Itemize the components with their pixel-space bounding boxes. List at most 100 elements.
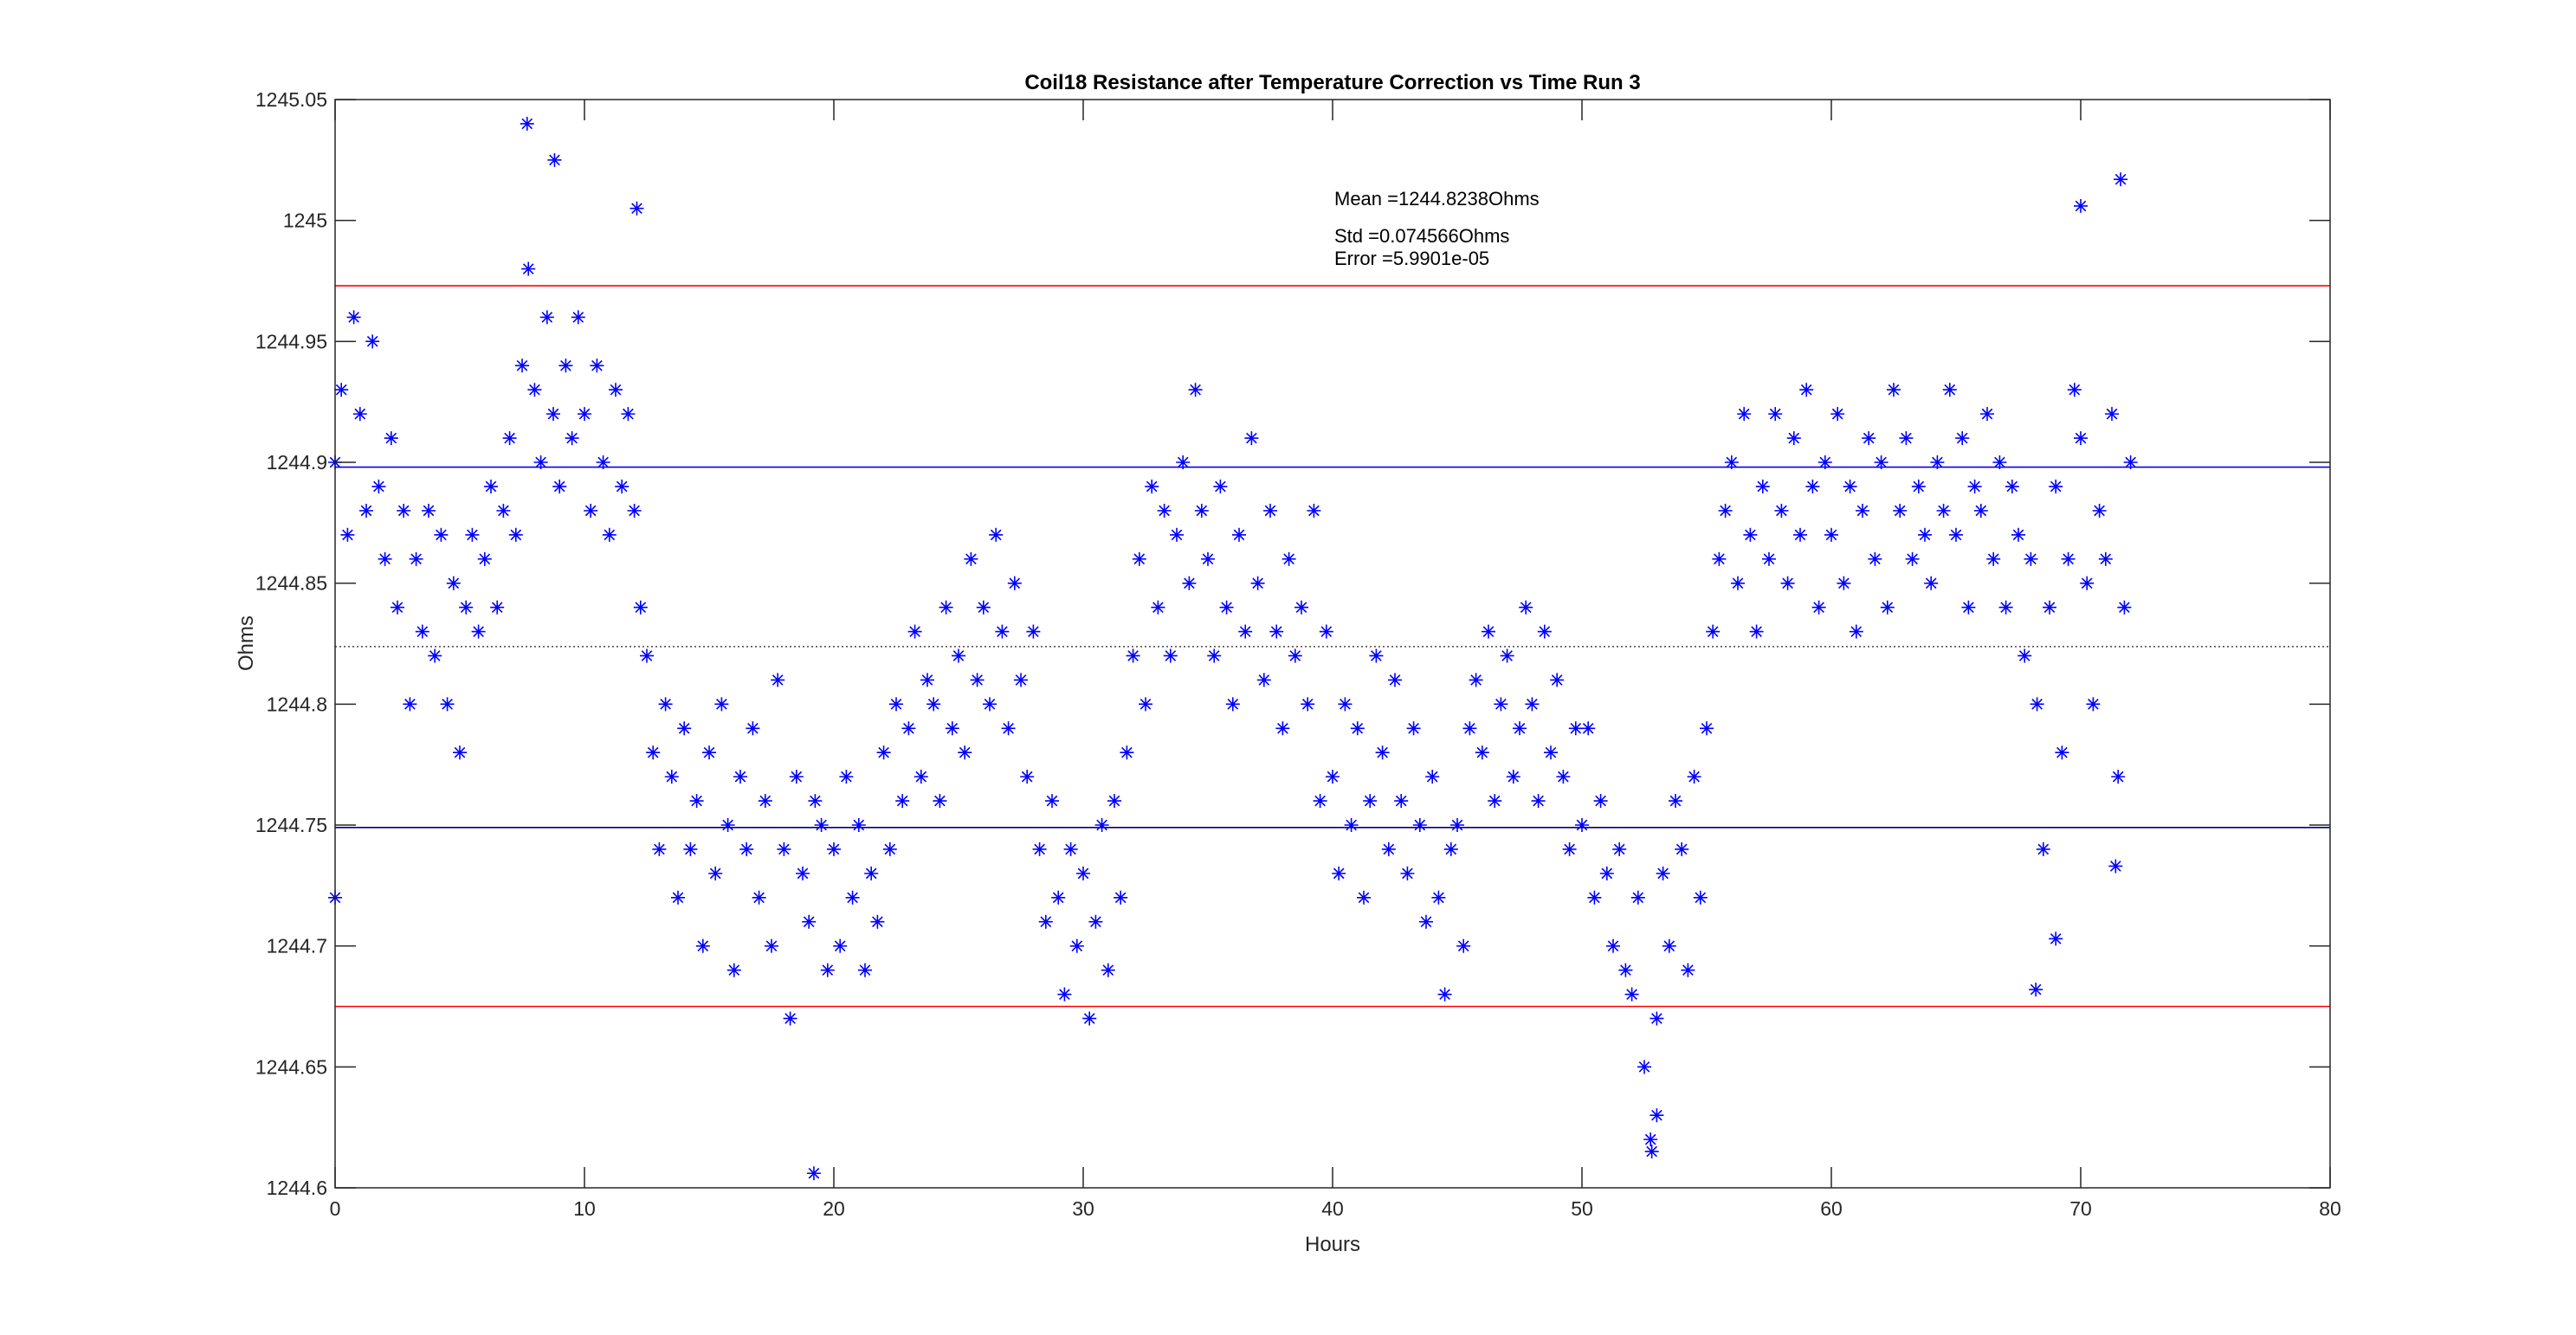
data-point [1568, 721, 1583, 736]
data-point [1949, 527, 1963, 542]
data-point [1462, 721, 1477, 736]
data-point [1706, 624, 1721, 639]
y-tick-label: 1244.8 [267, 693, 327, 715]
data-point [502, 431, 517, 446]
data-point [646, 745, 661, 760]
data-point [1213, 479, 1228, 493]
data-point [945, 721, 959, 736]
data-point [1768, 407, 1783, 422]
data-point [2029, 982, 2043, 996]
data-point [695, 938, 710, 953]
data-point [1718, 503, 1733, 518]
data-point [1562, 842, 1577, 856]
data-point [397, 503, 411, 518]
data-point [933, 794, 947, 809]
data-point [1905, 551, 1920, 566]
data-point [2092, 503, 2107, 518]
data-point [378, 551, 392, 566]
data-point [384, 431, 398, 446]
chart-title: Coil18 Resistance after Temperature Corr… [1024, 71, 1640, 94]
data-point [484, 479, 498, 493]
data-point [683, 842, 698, 856]
data-point [814, 818, 829, 832]
data-point [1805, 479, 1820, 493]
data-point [827, 842, 841, 856]
data-point [440, 697, 455, 712]
data-point [596, 455, 610, 469]
data-point [976, 600, 991, 615]
data-point [1425, 770, 1440, 784]
y-tick-label: 1245.05 [255, 88, 327, 111]
data-point [1513, 721, 1527, 736]
data-point [515, 358, 529, 373]
data-point [1519, 600, 1533, 615]
data-point [1837, 576, 1851, 590]
data-point [1326, 770, 1340, 784]
data-point [2114, 172, 2128, 187]
data-point [2086, 697, 2101, 712]
data-point [806, 1166, 821, 1181]
data-point [1681, 963, 1695, 977]
data-point [1182, 576, 1197, 590]
data-point [1063, 842, 1078, 856]
data-point [520, 116, 534, 131]
data-point [1114, 890, 1128, 905]
data-point [789, 770, 804, 784]
data-point [870, 914, 885, 929]
data-point [1388, 673, 1402, 687]
data-point [1967, 479, 1982, 493]
data-point [851, 818, 866, 832]
data-point [1120, 745, 1134, 760]
data-point [1843, 479, 1857, 493]
y-tick-label: 1244.85 [255, 572, 327, 595]
data-point [1911, 479, 1926, 493]
data-point [371, 479, 386, 493]
data-point [552, 479, 567, 493]
data-point [1593, 794, 1608, 809]
data-point [1145, 479, 1159, 493]
data-point [422, 503, 436, 518]
y-axis-label: Ohms [235, 616, 258, 671]
data-point [1644, 1145, 1659, 1159]
data-point [1868, 551, 1882, 566]
data-point [1662, 938, 1676, 953]
data-point [820, 963, 835, 977]
data-point [2018, 648, 2032, 663]
data-point [1419, 914, 1433, 929]
data-point [340, 527, 355, 542]
data-point [1482, 624, 1495, 639]
data-point [1450, 818, 1464, 832]
data-point [2098, 551, 2113, 566]
data-point [833, 938, 848, 953]
data-point [1973, 503, 1988, 518]
data-point [1675, 842, 1689, 856]
data-point [1431, 890, 1446, 905]
data-point [1980, 407, 1994, 422]
data-point [359, 503, 373, 518]
data-point [1955, 431, 1970, 446]
data-point [958, 745, 972, 760]
data-point [1219, 600, 1234, 615]
data-point [1924, 576, 1939, 590]
data-point [1500, 648, 1514, 663]
data-point [1774, 503, 1789, 518]
data-point [1207, 648, 1222, 663]
x-tick-label: 20 [823, 1197, 845, 1220]
data-point [1762, 551, 1776, 566]
data-point [1188, 383, 1203, 397]
data-point [1494, 697, 1508, 712]
data-point [1032, 842, 1047, 856]
data-point [1256, 673, 1271, 687]
data-point [1288, 648, 1302, 663]
data-point [1319, 624, 1333, 639]
data-point [471, 624, 486, 639]
data-point [864, 866, 879, 880]
data-point [434, 527, 449, 542]
data-point [746, 721, 760, 736]
data-point [2117, 600, 2132, 615]
data-point [1307, 503, 1321, 518]
data-point [895, 794, 910, 809]
data-point [1531, 794, 1546, 809]
data-point [1443, 842, 1458, 856]
